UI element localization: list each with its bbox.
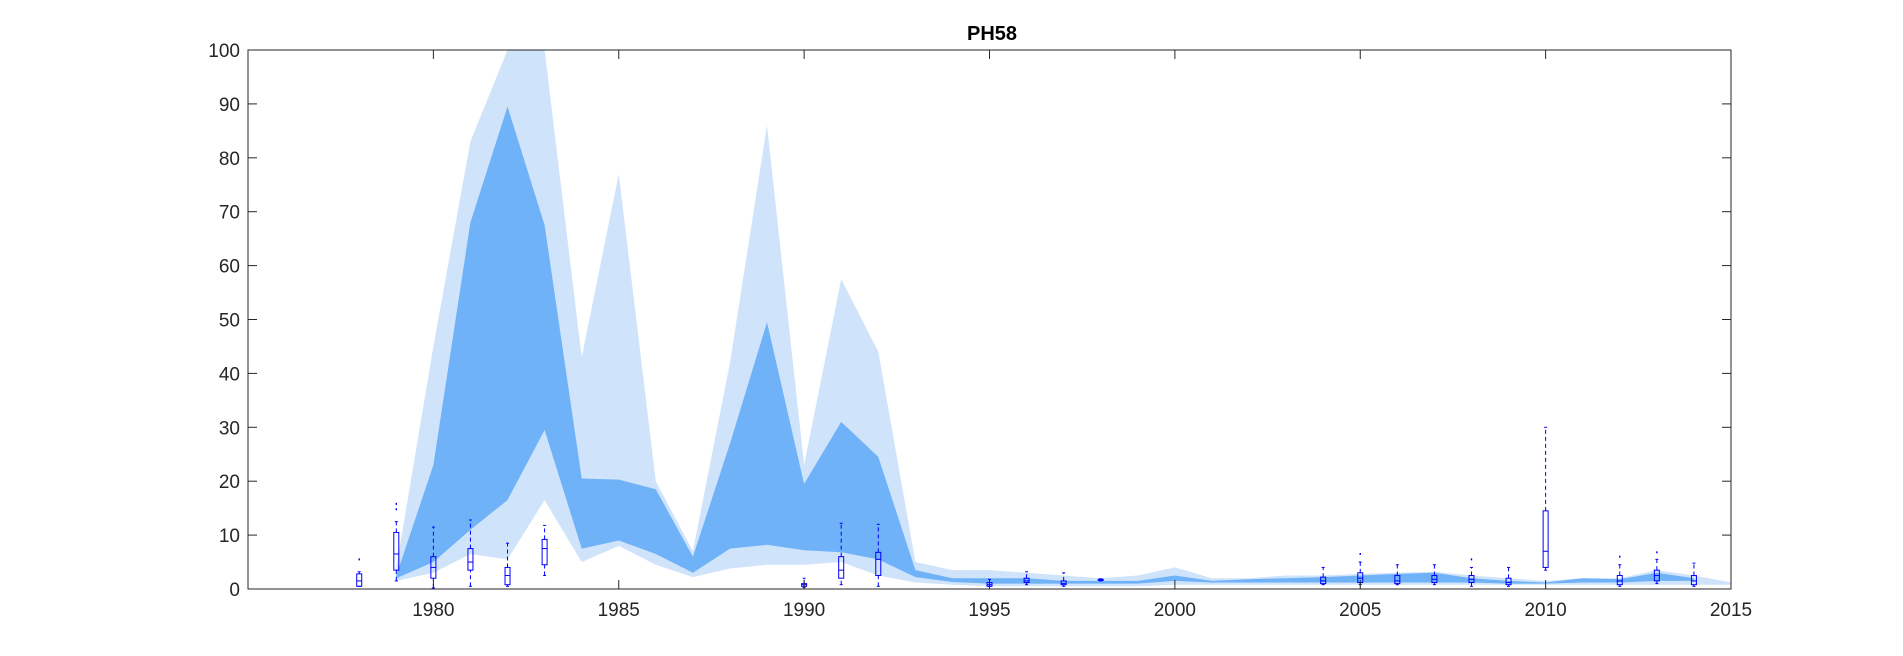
boxplot-box — [1023, 577, 1030, 584]
boxplot-1978 — [356, 558, 363, 587]
boxplot-1998 — [1097, 578, 1104, 582]
boxplot-box — [1505, 577, 1512, 586]
band-layer — [396, 50, 1731, 587]
y-tick-label: 30 — [219, 418, 240, 439]
y-tick-label: 60 — [219, 257, 240, 278]
x-tick-label: 1980 — [412, 600, 454, 621]
y-tick-label: 0 — [229, 580, 240, 601]
boxplot-2007 — [1431, 564, 1438, 586]
y-tick-label: 20 — [219, 472, 240, 493]
x-tick-label: 2015 — [1710, 600, 1752, 621]
x-tick-label: 2000 — [1154, 600, 1196, 621]
boxplot-box — [393, 531, 400, 571]
y-tick-label: 10 — [219, 526, 240, 547]
y-tick-label: 90 — [219, 95, 240, 116]
boxplot-1983 — [541, 524, 548, 577]
x-tick-label: 1985 — [598, 600, 640, 621]
boxplot-1981 — [467, 519, 474, 587]
boxplot-1992 — [875, 523, 882, 587]
boxplot-box — [541, 538, 548, 566]
boxplot-1991 — [838, 522, 845, 586]
boxplot-box — [875, 551, 882, 577]
boxplot-box — [1320, 576, 1327, 585]
x-tick-label: 1995 — [968, 600, 1010, 621]
boxplot-2010 — [1542, 426, 1549, 571]
boxplot-box — [1060, 580, 1067, 586]
chart-title: PH58 — [967, 23, 1017, 45]
x-tick-label: 2005 — [1339, 600, 1381, 621]
boxplot-2004 — [1320, 566, 1327, 586]
boxplot-box — [838, 556, 845, 579]
y-tick-label: 100 — [208, 41, 240, 62]
boxplot-box — [1690, 575, 1697, 586]
boxplot-layer — [356, 426, 1697, 589]
boxplot-2009 — [1505, 566, 1512, 587]
boxplot-box — [1394, 575, 1401, 585]
boxplot-2014 — [1690, 562, 1697, 587]
y-tick-label: 70 — [219, 203, 240, 224]
y-tick-label: 40 — [219, 364, 240, 385]
boxplot-box — [1616, 575, 1623, 586]
boxplot-box — [1542, 510, 1549, 568]
boxplot-2006 — [1394, 564, 1401, 586]
boxplot-1982 — [504, 542, 511, 587]
x-tick-label: 2010 — [1524, 600, 1566, 621]
boxplot-1997 — [1060, 572, 1067, 587]
axis-layer: 1980 1985 1990 1995 2000 2005 2010 2015 0 10 20 30 4… — [208, 41, 1752, 621]
boxplot-box — [504, 566, 511, 586]
boxplot-box — [467, 548, 474, 571]
boxplot-2012 — [1616, 555, 1623, 587]
boxplot-2008 — [1468, 558, 1475, 587]
boxplot-1996 — [1023, 571, 1030, 586]
y-tick-label: 50 — [219, 311, 240, 332]
boxplot-2013 — [1653, 551, 1660, 585]
boxplot-box — [356, 573, 363, 587]
y-tick-label: 80 — [219, 149, 240, 170]
x-tick-label: 1990 — [783, 600, 825, 621]
boxplot-1979 — [393, 502, 400, 582]
